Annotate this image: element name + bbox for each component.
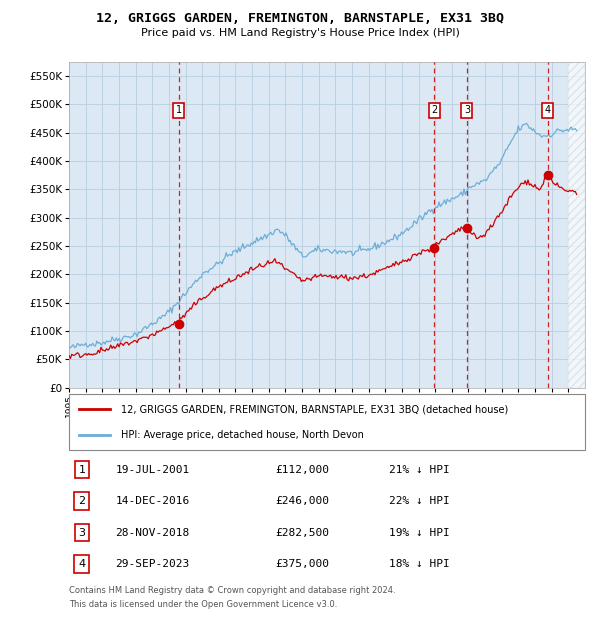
Text: 14-DEC-2016: 14-DEC-2016 [115, 496, 190, 506]
Text: 12, GRIGGS GARDEN, FREMINGTON, BARNSTAPLE, EX31 3BQ (detached house): 12, GRIGGS GARDEN, FREMINGTON, BARNSTAPL… [121, 404, 508, 414]
Text: £112,000: £112,000 [275, 464, 329, 474]
Text: 3: 3 [464, 105, 470, 115]
FancyBboxPatch shape [69, 394, 585, 450]
Text: Price paid vs. HM Land Registry's House Price Index (HPI): Price paid vs. HM Land Registry's House … [140, 28, 460, 38]
Text: 1: 1 [175, 105, 182, 115]
Bar [568, 62, 585, 388]
Text: 18% ↓ HPI: 18% ↓ HPI [389, 559, 449, 569]
Bar [568, 62, 585, 388]
Text: 29-SEP-2023: 29-SEP-2023 [115, 559, 190, 569]
Text: £246,000: £246,000 [275, 496, 329, 506]
Text: This data is licensed under the Open Government Licence v3.0.: This data is licensed under the Open Gov… [69, 600, 337, 609]
Text: 1: 1 [79, 464, 85, 474]
Text: Contains HM Land Registry data © Crown copyright and database right 2024.: Contains HM Land Registry data © Crown c… [69, 586, 395, 595]
Text: 19-JUL-2001: 19-JUL-2001 [115, 464, 190, 474]
Text: £282,500: £282,500 [275, 528, 329, 538]
Text: 21% ↓ HPI: 21% ↓ HPI [389, 464, 449, 474]
Text: HPI: Average price, detached house, North Devon: HPI: Average price, detached house, Nort… [121, 430, 364, 440]
Text: 19% ↓ HPI: 19% ↓ HPI [389, 528, 449, 538]
Text: 28-NOV-2018: 28-NOV-2018 [115, 528, 190, 538]
Text: 2: 2 [79, 496, 85, 506]
Text: 4: 4 [79, 559, 85, 569]
Text: 4: 4 [544, 105, 551, 115]
Text: 2: 2 [431, 105, 437, 115]
Text: £375,000: £375,000 [275, 559, 329, 569]
Text: 3: 3 [79, 528, 85, 538]
Text: 22% ↓ HPI: 22% ↓ HPI [389, 496, 449, 506]
Text: 12, GRIGGS GARDEN, FREMINGTON, BARNSTAPLE, EX31 3BQ: 12, GRIGGS GARDEN, FREMINGTON, BARNSTAPL… [96, 12, 504, 25]
